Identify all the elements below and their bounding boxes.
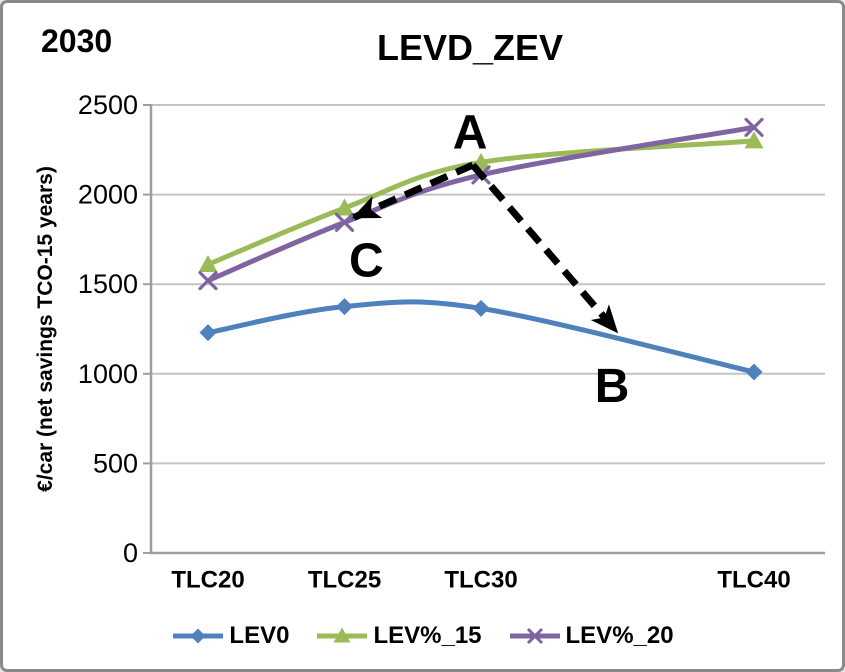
year-label: 2030	[41, 23, 113, 59]
series-line-LEV%_15	[205, 138, 757, 267]
x-tick-label-TLC25: TLC25	[308, 567, 381, 594]
annotation-label-A: A	[453, 106, 488, 159]
marker-LEV%_15-TLC40	[744, 131, 764, 149]
marker-LEV0-TLC20	[199, 324, 217, 342]
legend-item-LEV%_20: LEV%_20	[508, 622, 674, 650]
annotation-arrow-1	[351, 161, 475, 222]
y-tick-label-0: 0	[123, 538, 138, 568]
chart-title: LEVD_ZEV	[376, 27, 564, 68]
series-LEV%_15	[198, 131, 764, 272]
marker-LEV%_15-TLC25	[335, 198, 354, 216]
legend-marker-x-icon	[509, 627, 560, 645]
y-tick-label-1500: 1500	[78, 269, 138, 299]
annotation-label-C: C	[349, 234, 384, 287]
x-tick-label-TLC20: TLC20	[171, 567, 244, 594]
legend-label: LEV0	[229, 622, 290, 649]
legend-label: LEV%_15	[373, 622, 482, 649]
marker-LEV0-TLC30	[472, 299, 490, 317]
series-line-LEV%_20	[205, 124, 757, 284]
series-LEV0	[199, 298, 763, 381]
legend-marker-diamond-icon	[173, 628, 224, 644]
marker-LEV0-TLC25	[336, 298, 353, 316]
annotation-arrow-2	[470, 162, 621, 335]
legend-item-LEV0: LEV0	[171, 622, 289, 650]
legend-label: LEV%_20	[565, 622, 674, 649]
y-tick-label-2500: 2500	[78, 90, 138, 120]
legend: LEV0 LEV%_15 LEV%_20	[3, 615, 842, 657]
legend-marker-triangle-icon	[317, 627, 368, 643]
marker-LEV%_20-TLC20	[198, 271, 218, 291]
marker-LEV%_20-TLC40	[744, 117, 764, 137]
y-tick-label-2000: 2000	[78, 180, 138, 210]
annotation-label-B: B	[595, 360, 630, 413]
marker-LEV%_15-TLC20	[198, 254, 218, 272]
plot-area: 0 500 1000 1500 2000 2500 TLC20 TLC25 TLC30 TLC40…	[78, 90, 825, 594]
y-tick-label-500: 500	[93, 448, 138, 478]
series-line-LEV0	[205, 299, 757, 375]
legend-item-LEV%_15: LEV%_15	[315, 622, 482, 650]
marker-LEV%_20-TLC25	[334, 212, 355, 232]
x-tick-label-TLC40: TLC40	[717, 567, 790, 594]
marker-LEV0-TLC40	[745, 363, 763, 381]
x-tick-label-TLC30: TLC30	[444, 567, 517, 594]
y-tick-label-1000: 1000	[78, 359, 138, 389]
